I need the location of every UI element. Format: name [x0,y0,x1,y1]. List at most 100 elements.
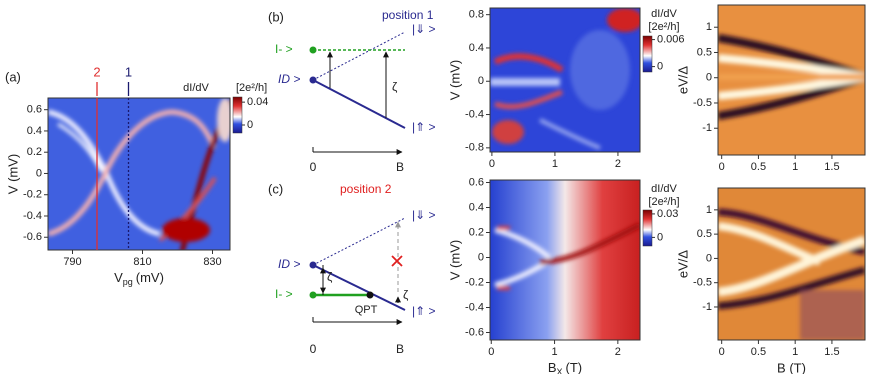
panel-label: (b) [268,9,284,24]
state-line [312,79,406,129]
map-image [718,5,865,155]
x-axis-title-sub: X [557,367,563,374]
x-tick-label: 830 [203,256,221,268]
state-label: I- > [275,287,293,301]
y-tick-label: 1 [706,21,712,33]
cross [391,255,403,267]
y-tick-label: 0.2 [27,146,42,158]
x-tick-label: 1 [552,158,558,170]
y-axis-title: eV/Δ [675,66,690,95]
x-tick-label: 2 [615,158,621,170]
y-tick-label: -1 [702,301,712,313]
diagram-title: position 2 [340,182,392,196]
y-axis-title: V (mV) [5,154,20,194]
y-axis-title: V (mV) [447,60,462,100]
state-label: |⇑ > [412,304,436,318]
colorbar [232,96,243,134]
marker-label: 1 [125,64,132,79]
x-tick-label: 1 [551,346,557,358]
y-tick-label: -0.6 [465,326,484,338]
x-axis-title: Vpg (mV) [114,270,164,287]
x-tick-label: 0 [719,346,725,358]
y-tick-label: 0.4 [469,201,484,213]
x-tick-label: 1 [792,346,798,358]
diagram-title: position 1 [382,8,434,22]
plot-frame [47,97,231,251]
x-tick-label: 1.5 [824,161,839,173]
zeta-label: ζ [327,270,333,284]
y-tick-label: 0.5 [697,46,712,58]
x-axis-title-unit: (T) [566,360,583,374]
y-axis-title: V (mV) [447,240,462,280]
state-line [312,31,406,81]
x-tick-label: 0 [488,346,494,358]
y-tick-label: 0.6 [469,176,484,188]
x-axis-title-main: V [114,270,123,285]
colorbar-tick-label: 0 [657,61,663,73]
y-axis-title: eV/Δ [675,250,690,279]
colorbar-title: [2e²/h] [648,196,679,208]
colorbar-tick-label: 0.04 [247,96,268,108]
x-axis-title-unit: (mV) [136,270,164,285]
colorbar-tick-label: 0.03 [657,208,678,220]
y-tick-label: 0 [478,75,484,87]
x-tick-label: 1.5 [824,346,839,358]
state-dot [309,291,317,299]
x-tick-label: 790 [63,256,81,268]
colorbar [642,209,653,247]
axis-label: 0 [310,342,317,356]
state-label: |⇑ > [412,120,436,134]
colorbar-title: [2e²/h] [648,21,679,33]
qpt-dot [366,291,374,299]
state-label: ID > [278,257,300,271]
y-tick-label: 0.5 [697,228,712,240]
state-label: |⇓ > [412,208,436,222]
marker-label: 2 [93,64,100,79]
colorbar-title: dI/dV [651,183,677,195]
plot-frame [717,187,866,341]
map-image [490,8,640,152]
y-tick-label: 0 [706,72,712,84]
map-image [490,180,640,340]
axis-label: B [396,342,404,356]
colorbar-title: dI/dV [651,8,677,20]
plot-frame [489,7,641,153]
x-axis-title: B (T) [777,360,806,374]
x-tick-label: 810 [133,256,151,268]
y-tick-label: 0.8 [469,9,484,21]
y-tick-label: 1 [706,204,712,216]
x-tick-label: 0 [719,161,725,173]
colorbar-tick-label: 0 [247,119,253,131]
map-image [718,188,865,340]
state-dot [309,261,317,269]
y-tick-label: -0.2 [465,276,484,288]
y-tick-label: 0 [36,167,42,179]
state-label: I- > [275,42,293,56]
axis-label: 0 [310,160,317,174]
zeta-label: ζ [392,80,398,94]
x-tick-label: 2 [615,346,621,358]
y-tick-label: -0.4 [23,210,42,222]
y-tick-label: -0.2 [23,189,42,201]
x-axis-title-sub: pg [123,277,133,287]
x-axis-title: BX (T) [548,360,582,374]
y-tick-label: -0.4 [465,301,484,313]
colorbar-title: [2e²/h] [236,82,267,94]
x-tick-label: 1 [792,161,798,173]
y-tick-label: 0 [478,251,484,263]
y-tick-label: 0.2 [469,226,484,238]
x-tick-label: 0.5 [751,346,766,358]
y-tick-label: -0.5 [693,97,712,109]
colorbar-tick-label: 0.006 [657,34,685,46]
colorbar-title: dI/dV [183,82,209,94]
panel-label: (c) [268,181,283,196]
zeta-label: ζ [403,288,409,302]
y-tick-label: 0.4 [469,42,484,54]
plot-frame [489,179,641,341]
colorbar [642,35,653,73]
state-label: ID > [278,72,300,86]
panel-label: (a) [5,69,21,84]
x-tick-label: 0 [489,158,495,170]
state-dot [309,76,317,84]
